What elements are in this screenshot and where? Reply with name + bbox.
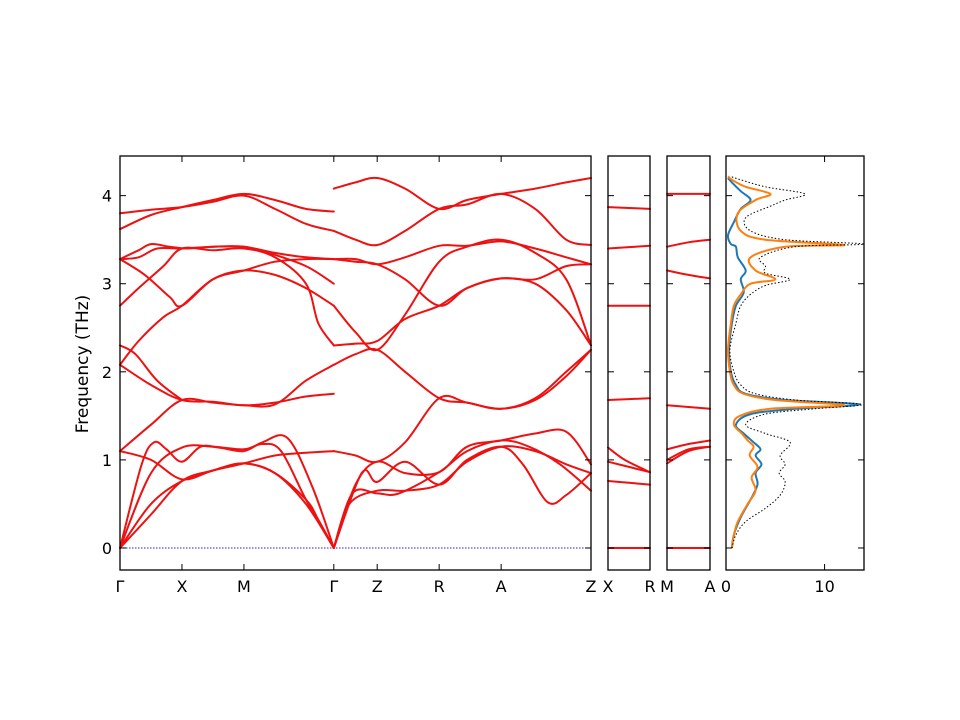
- high-symmetry-label: Z: [586, 577, 597, 596]
- dos-x-tick-label: 10: [814, 577, 834, 596]
- main-phonon-band-6: [119, 363, 335, 407]
- ma-phonon-band-4: [666, 404, 711, 410]
- main-phonon-band-14: [119, 194, 335, 232]
- xr-phonon-band-4: [607, 397, 651, 401]
- main-phonon-band-11: [119, 245, 335, 261]
- y-tick-label: 3: [102, 275, 112, 294]
- density-of-states-panel: 0 10: [721, 155, 865, 596]
- main-phonon-band-5: [119, 363, 335, 453]
- high-symmetry-label: M: [237, 577, 251, 596]
- dos-x-tick-label: 0: [721, 577, 731, 596]
- high-symmetry-label: X: [603, 577, 614, 596]
- ma-panel-frame: [666, 155, 711, 571]
- y-tick-label: 2: [102, 363, 112, 382]
- xr-phonon-band-6: [607, 244, 651, 250]
- high-symmetry-label: R: [434, 577, 445, 596]
- dos-curve-0: [726, 177, 861, 549]
- y-tick-label: 0: [102, 539, 112, 558]
- xr-phonon-band-3: [607, 446, 651, 474]
- main-phonon-band-16: [332, 347, 592, 410]
- main-phonon-band-0: [119, 462, 335, 549]
- xr-phonon-band-7: [607, 206, 651, 210]
- xr-phonon-band-1: [607, 480, 651, 486]
- main-phonon-band-2: [119, 442, 335, 549]
- high-symmetry-label: Z: [372, 577, 383, 596]
- ma-phonon-band-5: [666, 269, 711, 280]
- main-phonon-band-19: [332, 439, 592, 549]
- high-symmetry-label: Γ: [329, 577, 338, 596]
- band-structure-main-panel: Γ X M Γ Z R A Z 0 1 2 3 4: [102, 155, 597, 596]
- main-phonon-band-13: [119, 192, 335, 231]
- high-symmetry-label: A: [705, 577, 716, 596]
- xr-panel-frame: [607, 155, 651, 571]
- ma-phonon-band-6: [666, 238, 711, 248]
- main-phonon-band-10: [119, 257, 335, 308]
- main-phonon-band-21: [332, 445, 592, 549]
- ma-phonon-band-3: [666, 439, 711, 451]
- main-phonon-band-22: [332, 238, 592, 352]
- main-phonon-band-12: [119, 243, 335, 285]
- main-phonon-band-3: [119, 434, 335, 549]
- dos-curve-1: [726, 175, 846, 549]
- y-tick-label: 4: [102, 187, 112, 206]
- high-symmetry-label: M: [660, 577, 674, 596]
- high-symmetry-label: R: [644, 577, 655, 596]
- main-phonon-band-26: [332, 176, 592, 211]
- high-symmetry-label: A: [496, 577, 507, 596]
- high-symmetry-label: X: [176, 577, 187, 596]
- main-phonon-band-20: [332, 428, 592, 549]
- main-phonon-band-8: [119, 269, 335, 366]
- main-phonon-band-9: [119, 246, 335, 347]
- main-phonon-band-7: [119, 344, 183, 401]
- dos-curve-2: [729, 175, 865, 549]
- ma-phonon-band-2: [666, 445, 711, 461]
- main-phonon-band-24: [332, 258, 592, 307]
- main-phonon-band-17: [332, 348, 592, 464]
- main-phonon-band-4: [119, 450, 335, 481]
- y-axis-label: Frequency (THz): [73, 295, 93, 434]
- dos-panel-frame: [725, 155, 865, 571]
- y-tick-label: 1: [102, 451, 112, 470]
- main-panel-frame: [119, 155, 592, 571]
- high-symmetry-label: Γ: [116, 577, 125, 596]
- main-phonon-band-1: [119, 462, 335, 549]
- main-phonon-band-15: [332, 277, 592, 347]
